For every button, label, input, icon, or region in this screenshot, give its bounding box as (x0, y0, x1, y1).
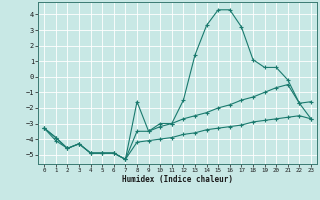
X-axis label: Humidex (Indice chaleur): Humidex (Indice chaleur) (122, 175, 233, 184)
